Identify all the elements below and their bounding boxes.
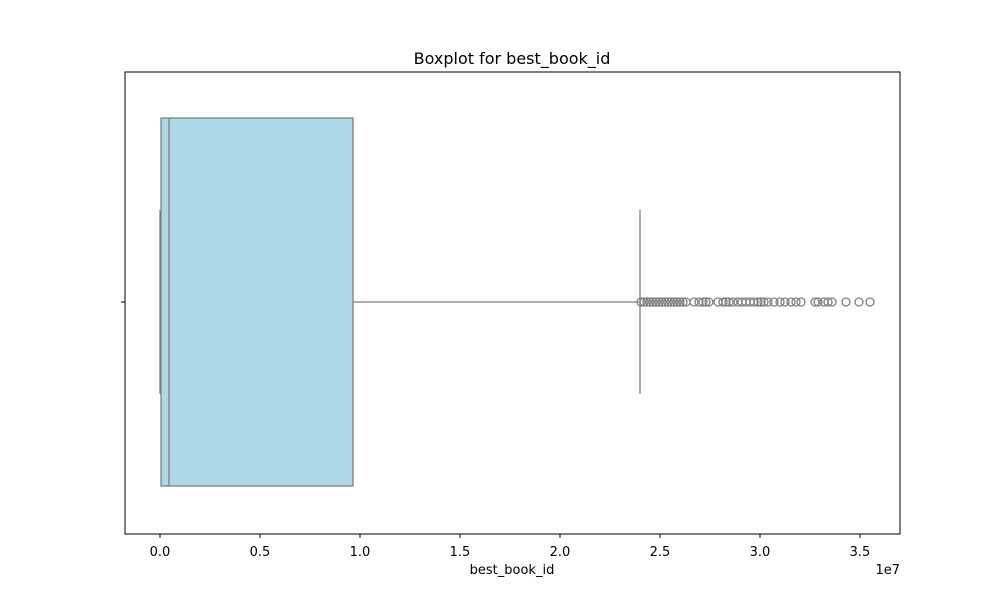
outlier-point bbox=[791, 297, 801, 307]
outlier-point bbox=[775, 297, 785, 307]
outlier-point bbox=[639, 297, 649, 307]
x-tick-label: 3.5 bbox=[850, 545, 871, 560]
plot-area bbox=[159, 117, 875, 487]
outlier-point bbox=[636, 297, 646, 307]
outlier-point bbox=[651, 297, 661, 307]
outlier-point bbox=[749, 297, 759, 307]
outlier-point bbox=[704, 297, 714, 307]
x-tick-label: 0.5 bbox=[250, 545, 271, 560]
outlier-point bbox=[756, 297, 766, 307]
chart-title: Boxplot for best_book_id bbox=[414, 49, 611, 69]
outlier-point bbox=[810, 297, 820, 307]
outlier-point bbox=[813, 297, 823, 307]
outlier-point bbox=[642, 297, 652, 307]
outlier-point bbox=[648, 297, 658, 307]
outlier-point bbox=[645, 297, 655, 307]
outlier-point bbox=[666, 297, 676, 307]
x-tick-label: 2.5 bbox=[650, 545, 671, 560]
x-axis-ticks: 0.0 0.5 1.0 1.5 2.0 2.5 3.0 3.5 bbox=[150, 534, 871, 560]
outlier-point bbox=[675, 297, 685, 307]
outlier-point bbox=[854, 297, 864, 307]
outlier-point bbox=[654, 297, 664, 307]
outlier-point bbox=[796, 297, 806, 307]
outlier-point bbox=[841, 297, 851, 307]
outlier-point bbox=[718, 297, 728, 307]
outlier-point bbox=[689, 297, 699, 307]
outlier-point bbox=[721, 297, 731, 307]
x-tick-label: 3.0 bbox=[750, 545, 771, 560]
outlier-point bbox=[657, 297, 667, 307]
outlier-point bbox=[698, 297, 708, 307]
outlier-point bbox=[701, 297, 711, 307]
plot-frame bbox=[124, 71, 901, 535]
outlier-point bbox=[780, 297, 790, 307]
outlier-point bbox=[694, 297, 704, 307]
x-tick-label: 1.0 bbox=[350, 545, 371, 560]
outlier-point bbox=[769, 297, 779, 307]
outlier-point bbox=[759, 297, 769, 307]
outlier-point bbox=[669, 297, 679, 307]
outlier-point bbox=[724, 297, 734, 307]
axis-offset-label: 1e7 bbox=[875, 563, 900, 578]
x-tick-label: 1.5 bbox=[450, 545, 471, 560]
outlier-point bbox=[763, 297, 773, 307]
outlier-point bbox=[823, 297, 833, 307]
x-axis-label: best_book_id bbox=[470, 563, 555, 578]
outlier-point bbox=[827, 297, 837, 307]
x-tick-label: 2.0 bbox=[550, 545, 571, 560]
outlier-point bbox=[728, 297, 738, 307]
outlier-point bbox=[786, 297, 796, 307]
outlier-point bbox=[663, 297, 673, 307]
iqr-box bbox=[160, 117, 354, 487]
outlier-point bbox=[660, 297, 670, 307]
outlier-point bbox=[678, 297, 688, 307]
outlier-point bbox=[865, 297, 875, 307]
outlier-point bbox=[672, 297, 682, 307]
outlier-point bbox=[753, 297, 763, 307]
x-tick-label: 0.0 bbox=[150, 545, 171, 560]
